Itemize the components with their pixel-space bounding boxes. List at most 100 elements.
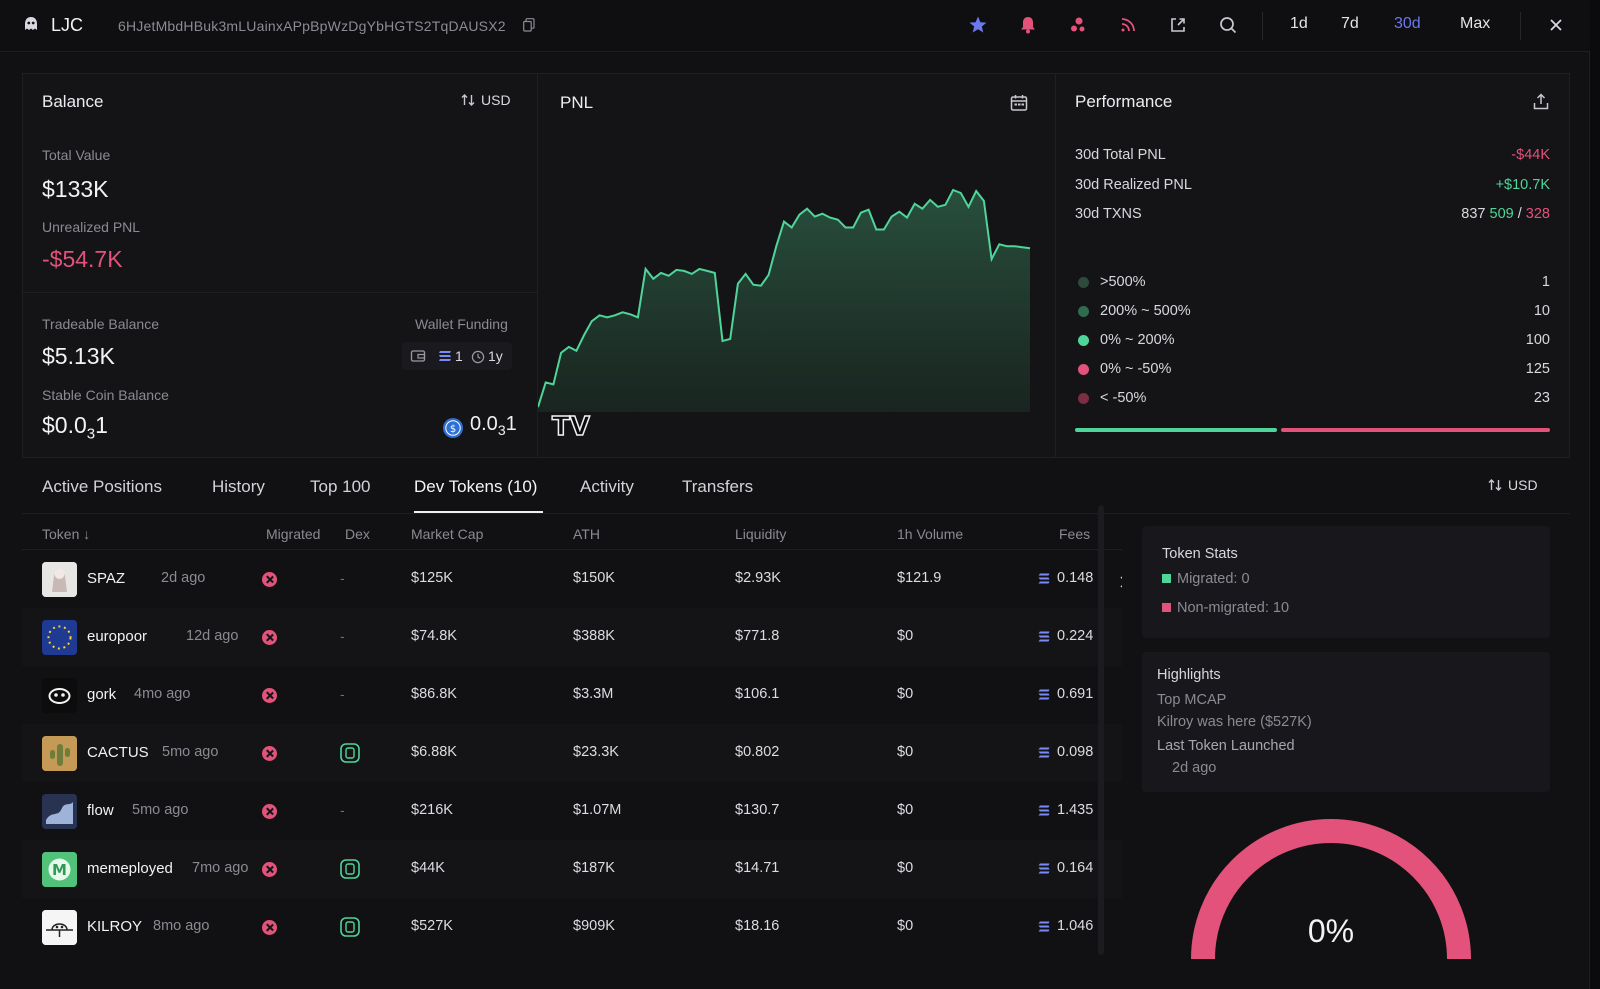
- unrealized-pnl-value: -$54.7K: [42, 246, 123, 272]
- tradingview-watermark: TV: [552, 412, 590, 442]
- col-ath[interactable]: ATH: [573, 526, 600, 542]
- table-scrollbar[interactable]: [1098, 505, 1104, 955]
- table-row[interactable]: SPAZ 2d ago - $125K $150K $2.93K $121.9 …: [22, 550, 1122, 608]
- txns-sells: 328: [1525, 206, 1550, 222]
- volume-1h: $0: [897, 802, 914, 818]
- tab-top-100[interactable]: Top 100: [310, 477, 371, 496]
- distribution-count: 1: [1541, 274, 1550, 290]
- timeframe-1d[interactable]: 1d: [1290, 15, 1308, 32]
- liquidity: $2.93K: [735, 570, 781, 586]
- copy-icon[interactable]: [523, 18, 535, 32]
- svg-text:M: M: [52, 861, 67, 879]
- tab-dev-tokens[interactable]: Dev Tokens (10): [414, 477, 538, 496]
- token-age: 12d ago: [186, 628, 239, 644]
- pnl-chart[interactable]: TV: [538, 130, 1054, 455]
- timeframe-30d[interactable]: 30d: [1394, 15, 1421, 32]
- col-1h-volume[interactable]: 1h Volume: [897, 526, 964, 542]
- calendar-icon[interactable]: [1009, 93, 1029, 113]
- txns-total: 837: [1461, 206, 1486, 222]
- stable-zero-count: 3: [86, 425, 96, 443]
- col-fees[interactable]: Fees: [1059, 526, 1091, 542]
- realized-pnl-label: 30d Realized PNL: [1075, 177, 1192, 193]
- token-avatar: [42, 794, 77, 829]
- token-stats-card: Token Stats Migrated: 0 Non-migrated: 10: [1142, 526, 1550, 638]
- wallet-name: LJC: [51, 15, 84, 35]
- col-migrated[interactable]: Migrated: [266, 526, 321, 542]
- last-launch-value: 2d ago: [1172, 760, 1217, 776]
- top-mcap-value[interactable]: Kilroy was here ($527K): [1157, 714, 1312, 730]
- market-cap: $125K: [411, 570, 453, 586]
- table-header: Token ↓ Migrated Dex Market Cap ATH Liqu…: [22, 514, 1122, 550]
- share-icon[interactable]: [1531, 92, 1551, 112]
- token-name: gork: [87, 686, 117, 703]
- wallet-address[interactable]: 6HJetMbdHBuk3mLUainxAPpBpWzDgYbHGTS2TqDA…: [118, 18, 506, 34]
- volume-1h: $0: [897, 918, 914, 934]
- col-market-cap[interactable]: Market Cap: [411, 526, 484, 542]
- usdc-balance: 0.031: [470, 413, 517, 438]
- tradeable-balance-label: Tradeable Balance: [42, 316, 160, 332]
- total-pnl-row: 30d Total PNL -$44K: [1075, 147, 1550, 163]
- migration-gauge: 0%: [1191, 819, 1471, 960]
- table-currency-toggle[interactable]: USD: [1487, 477, 1538, 493]
- distribution-count: 125: [1525, 361, 1550, 377]
- col-token[interactable]: Token ↓: [42, 526, 90, 542]
- table-row[interactable]: flow 5mo ago - $216K $1.07M $130.7 $0 1.…: [22, 782, 1122, 840]
- tab-transfers[interactable]: Transfers: [682, 477, 754, 496]
- dex-value: -: [340, 802, 345, 818]
- total-pnl-label: 30d Total PNL: [1075, 147, 1166, 163]
- not-migrated-icon: [262, 862, 277, 877]
- memeployed-avatar-icon: M: [42, 852, 77, 887]
- table-row[interactable]: gork 4mo ago - $86.8K $3.3M $106.1 $0 0.…: [22, 666, 1122, 724]
- table-row[interactable]: KILROY 8mo ago $527K $909K $18.16 $0 1.0…: [22, 898, 1122, 956]
- pump-dex-icon[interactable]: [340, 859, 360, 879]
- distribution-dot: [1078, 364, 1089, 375]
- usdc-zero-count: 3: [497, 422, 506, 438]
- liquidity: $14.71: [735, 860, 780, 876]
- timeframe-max[interactable]: Max: [1460, 15, 1491, 32]
- distribution-label: < -50%: [1100, 390, 1147, 406]
- distribution-count: 10: [1533, 303, 1550, 319]
- solana-icon: [1038, 573, 1050, 584]
- distribution-count: 100: [1525, 332, 1550, 348]
- balance-title: Balance: [42, 92, 104, 111]
- token-age: 8mo ago: [153, 918, 210, 934]
- gauge-track: [1191, 819, 1471, 960]
- funding-age: 1y: [488, 348, 503, 364]
- table-row[interactable]: CACTUS 5mo ago $6.88K $23.3K $0.802 $0 0…: [22, 724, 1122, 782]
- realized-pnl-row: 30d Realized PNL +$10.7K: [1075, 177, 1550, 193]
- col-dex[interactable]: Dex: [345, 526, 370, 542]
- tab-active-positions[interactable]: Active Positions: [42, 477, 162, 496]
- balance-currency-toggle[interactable]: USD: [460, 92, 511, 108]
- bubbles-icon[interactable]: [1067, 14, 1089, 36]
- token-name: memeployed: [87, 860, 173, 877]
- rss-icon[interactable]: [1117, 14, 1139, 36]
- timeframe-7d[interactable]: 7d: [1341, 15, 1359, 32]
- kilroy-avatar-icon: [42, 910, 77, 945]
- pump-dex-icon[interactable]: [340, 917, 360, 937]
- top-mcap-label: Top MCAP: [1157, 692, 1227, 708]
- txns-row: 30d TXNS 837 509 / 328: [1075, 206, 1550, 222]
- market-cap: $6.88K: [411, 744, 457, 760]
- fees: 1.435: [1057, 802, 1094, 818]
- wallet-funding-info[interactable]: 1 1y: [402, 342, 512, 370]
- highlights-title: Highlights: [1157, 667, 1221, 683]
- total-value: $133K: [42, 176, 109, 202]
- wallet-icon: [410, 350, 426, 362]
- dex-value: -: [340, 628, 345, 644]
- external-link-icon[interactable]: [1167, 14, 1189, 36]
- pump-dex-icon[interactable]: [340, 743, 360, 763]
- bell-icon[interactable]: [1017, 14, 1039, 36]
- txns-label: 30d TXNS: [1075, 206, 1142, 222]
- search-icon[interactable]: [1217, 14, 1239, 36]
- table-row[interactable]: M memeployed 7mo ago $44K $187K $14.71 $…: [22, 840, 1122, 898]
- col-liquidity[interactable]: Liquidity: [735, 526, 787, 542]
- table-row[interactable]: europoor 12d ago - $74.8K $388K $771.8 $…: [22, 608, 1122, 666]
- tab-activity[interactable]: Activity: [580, 477, 634, 496]
- star-icon[interactable]: [967, 14, 989, 36]
- dev-tokens-table: Token ↓ Migrated Dex Market Cap ATH Liqu…: [22, 514, 1122, 974]
- close-icon[interactable]: [1545, 14, 1567, 36]
- stable-coin-value: $0.031: [42, 412, 108, 443]
- liquidity: $0.802: [735, 744, 780, 760]
- tab-history[interactable]: History: [212, 477, 265, 496]
- currency-label: USD: [481, 92, 511, 108]
